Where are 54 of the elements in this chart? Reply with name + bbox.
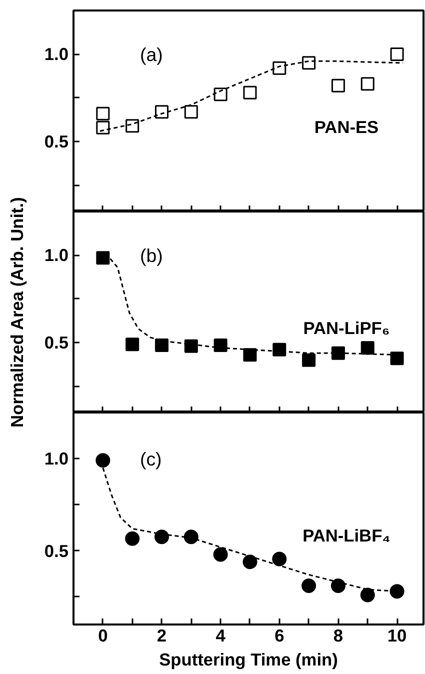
point — [242, 554, 258, 570]
y-tick-label: 1.0 — [44, 245, 69, 266]
point — [390, 584, 404, 599]
point — [360, 77, 374, 91]
y-tick-label: 0.5 — [44, 132, 69, 152]
point — [272, 61, 286, 75]
point — [390, 47, 404, 61]
point — [154, 105, 168, 119]
point — [360, 588, 375, 602]
annotation: PAN-LiPF₆ — [303, 318, 390, 338]
point — [360, 341, 374, 355]
x-tick-label: 4 — [216, 626, 226, 646]
point — [184, 105, 198, 119]
point — [184, 339, 198, 353]
y-tick-label: 1.0 — [44, 44, 69, 64]
point — [243, 86, 257, 100]
point — [302, 56, 316, 70]
point — [243, 348, 257, 362]
point — [331, 346, 345, 360]
point — [213, 547, 228, 562]
annotation: (c) — [140, 448, 162, 470]
point — [96, 106, 110, 120]
point — [125, 531, 140, 546]
x-tick-label: 6 — [274, 626, 285, 646]
annotation: (a) — [140, 44, 163, 66]
point — [272, 342, 286, 356]
point — [302, 578, 316, 594]
x-tick-label: 10 — [387, 626, 407, 646]
y-tick-label: 0.5 — [44, 332, 69, 353]
annotation: PAN-ES — [314, 117, 379, 138]
point — [214, 338, 228, 352]
point — [154, 338, 168, 352]
point — [126, 338, 140, 352]
point — [154, 530, 169, 544]
x-tick-label: 8 — [333, 626, 344, 646]
point — [214, 88, 228, 102]
point — [96, 120, 110, 134]
point — [96, 453, 110, 468]
y-axis-title: Normalized Area (Arb. Unit.) — [7, 197, 27, 428]
annotation: PAN-LiBF₄ — [302, 525, 390, 546]
x-axis-title: Sputtering Time (min) — [159, 650, 338, 670]
point — [390, 352, 404, 366]
point — [96, 251, 110, 265]
point — [184, 530, 198, 544]
y-tick-label: 0.5 — [44, 540, 69, 561]
point — [272, 552, 287, 566]
y-tick-label: 1.0 — [44, 448, 69, 469]
point — [302, 353, 316, 367]
x-tick-label: 0 — [98, 626, 108, 646]
point — [330, 578, 346, 594]
annotation: (b) — [140, 245, 163, 266]
point — [126, 119, 140, 133]
point — [331, 78, 345, 92]
x-tick-label: 2 — [156, 626, 167, 646]
